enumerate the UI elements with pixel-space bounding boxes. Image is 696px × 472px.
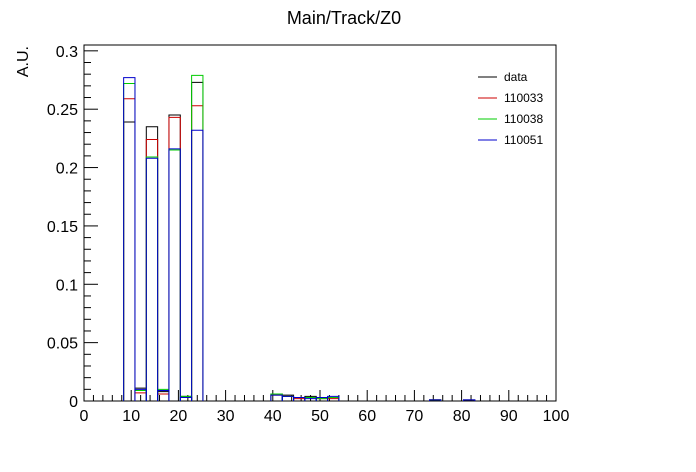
histogram-bar <box>168 148 181 401</box>
x-axis: 0 10 20 30 40 50 60 70 80 90 100 <box>80 390 570 425</box>
histogram-bar <box>293 396 306 401</box>
histogram-bar <box>168 114 181 401</box>
histogram-bar <box>123 98 136 401</box>
legend-label-data: data <box>504 70 528 84</box>
x-tick-label: 10 <box>122 408 140 425</box>
y-axis-title: A.U. <box>15 46 32 77</box>
histogram-bar <box>429 399 442 401</box>
histogram-bar <box>191 129 204 401</box>
x-tick-label: 0 <box>80 408 89 425</box>
chart-title: Main/Track/Z0 <box>287 8 401 28</box>
histogram-bar <box>462 399 476 401</box>
y-tick-label: 0 <box>69 394 78 411</box>
series-110051 <box>123 77 476 401</box>
histogram-bar <box>145 157 159 401</box>
y-tick-label: 0.15 <box>47 219 78 236</box>
histogram-bar <box>179 396 193 401</box>
y-tick-label: 0.1 <box>56 277 78 294</box>
legend-label-110033: 110033 <box>504 91 543 105</box>
legend: data 110033 110038 110051 <box>478 70 543 147</box>
histogram-bar <box>123 77 136 401</box>
y-tick-label: 0.2 <box>56 161 78 178</box>
histogram-bar <box>145 126 159 401</box>
series-data <box>123 81 476 401</box>
histogram-bar <box>293 396 306 401</box>
y-axis: 0 0.05 0.1 0.15 0.2 0.25 0.3 <box>47 44 98 411</box>
legend-label-110051: 110051 <box>504 133 543 147</box>
histogram-bar <box>315 396 329 401</box>
x-tick-label: 70 <box>406 408 424 425</box>
histogram-bar <box>293 396 306 401</box>
histogram-bar <box>179 396 193 401</box>
legend-label-110038: 110038 <box>504 112 543 126</box>
y-tick-label: 0.25 <box>47 102 78 119</box>
x-tick-label: 60 <box>358 408 376 425</box>
histogram-bar <box>191 105 204 401</box>
histogram-bar <box>327 395 340 401</box>
histogram-bar <box>168 116 181 401</box>
x-tick-label: 40 <box>264 408 282 425</box>
x-tick-label: 30 <box>217 408 235 425</box>
histogram-bar <box>315 396 329 401</box>
histogram-bar <box>123 121 136 401</box>
histogram-bar <box>168 149 181 401</box>
y-tick-label: 0.05 <box>47 336 78 353</box>
series-110038 <box>123 74 442 401</box>
x-tick-label: 90 <box>500 408 518 425</box>
histogram-bar <box>145 156 159 401</box>
y-tick-label: 0.3 <box>56 44 78 61</box>
x-tick-label: 20 <box>170 408 188 425</box>
histogram-bar <box>191 74 204 401</box>
x-tick-label: 100 <box>543 408 570 425</box>
x-tick-label: 50 <box>311 408 329 425</box>
histogram-bar <box>123 83 136 401</box>
series-110033 <box>123 98 442 401</box>
x-tick-label: 80 <box>453 408 471 425</box>
histogram-bar <box>145 139 159 401</box>
histogram-bars <box>123 74 476 401</box>
